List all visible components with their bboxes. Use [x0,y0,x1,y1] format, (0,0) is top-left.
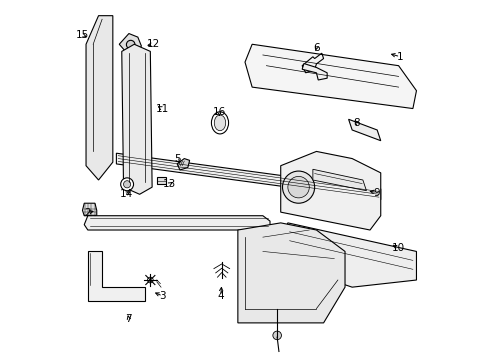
Circle shape [126,40,135,49]
Text: 5: 5 [174,154,180,164]
Circle shape [147,277,153,283]
Text: 7: 7 [125,314,132,324]
Text: 9: 9 [374,188,380,198]
Polygon shape [238,223,345,323]
Text: 2: 2 [84,208,91,218]
Polygon shape [122,44,152,194]
Text: 3: 3 [160,291,166,301]
Text: 16: 16 [213,107,226,117]
Polygon shape [302,64,327,80]
Text: 14: 14 [120,189,133,199]
Polygon shape [84,216,270,230]
Circle shape [273,331,281,340]
Bar [157,177,167,184]
Text: 1: 1 [397,52,404,62]
Polygon shape [177,158,190,170]
Polygon shape [281,223,416,287]
Text: 12: 12 [147,39,160,49]
Polygon shape [88,251,145,301]
Text: 4: 4 [218,291,224,301]
Polygon shape [86,16,113,180]
Text: 10: 10 [392,243,405,253]
Polygon shape [313,169,367,191]
Circle shape [288,176,309,198]
Polygon shape [117,153,381,200]
Text: 8: 8 [353,118,360,128]
Circle shape [123,181,131,188]
Ellipse shape [211,112,228,134]
Circle shape [121,178,134,191]
Ellipse shape [214,115,226,131]
Circle shape [283,171,315,203]
Text: 15: 15 [76,30,89,40]
Text: 11: 11 [155,104,169,113]
Polygon shape [82,203,97,216]
Text: 6: 6 [313,43,320,53]
Text: 13: 13 [163,179,176,189]
Polygon shape [245,44,416,109]
Polygon shape [348,119,381,141]
Polygon shape [281,152,381,230]
Polygon shape [119,33,142,53]
